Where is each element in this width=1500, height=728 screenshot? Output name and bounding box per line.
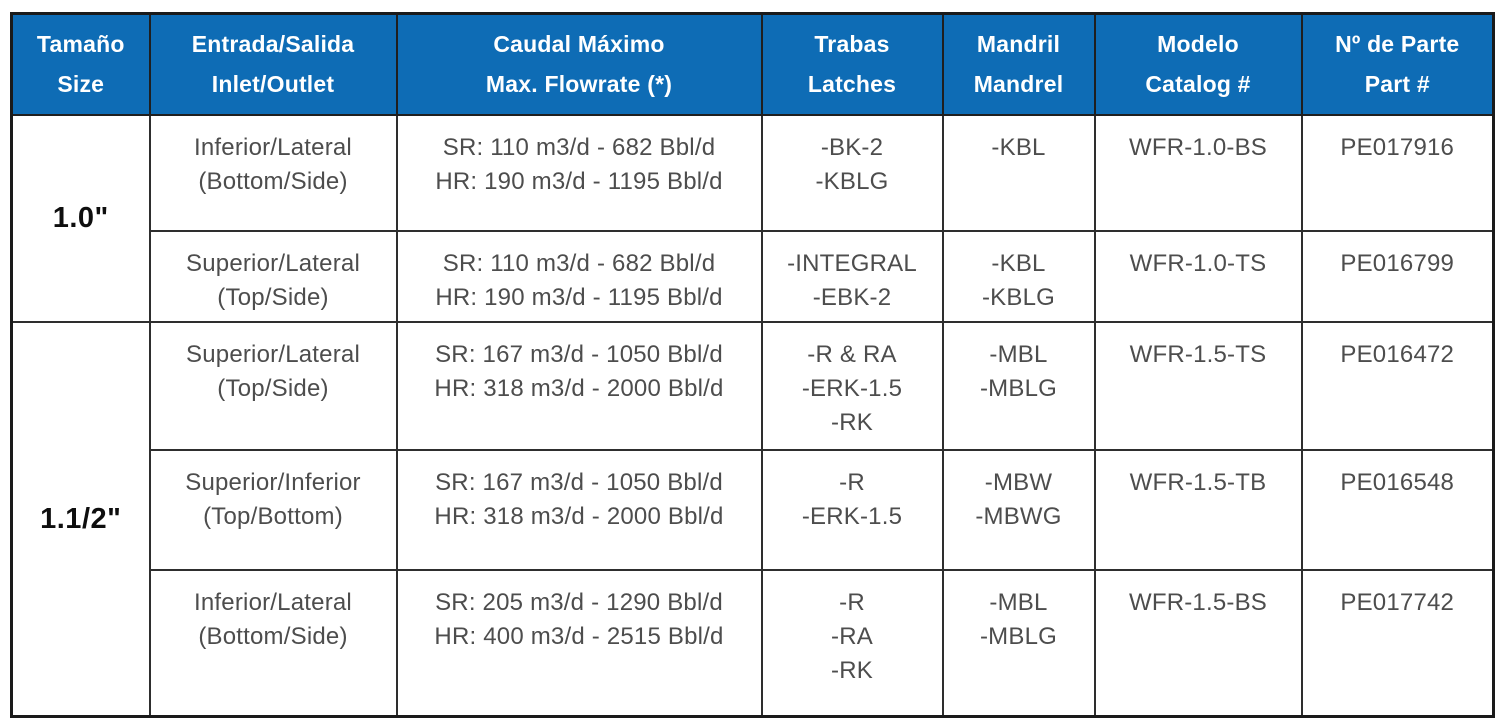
- header-inlet-outlet-en: Inlet/Outlet: [211, 71, 335, 98]
- cell-model: WFR-1.5-TS: [1093, 320, 1303, 451]
- header-latches: Trabas Latches: [760, 12, 944, 116]
- cell-inlet-outlet: Superior/Lateral (Top/Side): [148, 229, 398, 323]
- header-flowrate: Caudal Máximo Max. Flowrate (*): [395, 12, 763, 116]
- cell-inlet-outlet: Inferior/Lateral (Bottom/Side): [148, 113, 398, 232]
- cell-latches: -INTEGRAL -EBK-2: [760, 229, 944, 323]
- spec-table: Tamaño Size Entrada/Salida Inlet/Outlet …: [10, 12, 1495, 718]
- table-body: 1.0" Inferior/Lateral (Bottom/Side) SR: …: [10, 113, 1495, 718]
- header-inlet-outlet: Entrada/Salida Inlet/Outlet: [148, 12, 398, 116]
- cell-part: PE017916: [1300, 113, 1495, 232]
- cell-flowrate: SR: 110 m3/d - 682 Bbl/d HR: 190 m3/d - …: [395, 113, 763, 232]
- cell-part: PE016472: [1300, 320, 1495, 451]
- header-size-en: Size: [57, 71, 105, 98]
- cell-latches: -R -RA -RK: [760, 568, 944, 718]
- header-part: Nº de Parte Part #: [1300, 12, 1495, 116]
- cell-latches: -BK-2 -KBLG: [760, 113, 944, 232]
- cell-mandrel: -MBL -MBLG: [941, 320, 1096, 451]
- header-inlet-outlet-es: Entrada/Salida: [191, 31, 355, 58]
- cell-flowrate: SR: 205 m3/d - 1290 Bbl/d HR: 400 m3/d -…: [395, 568, 763, 718]
- cell-mandrel: -KBL: [941, 113, 1096, 232]
- header-flowrate-es: Caudal Máximo: [493, 31, 665, 58]
- header-model-es: Modelo: [1157, 31, 1239, 58]
- cell-flowrate: SR: 167 m3/d - 1050 Bbl/d HR: 318 m3/d -…: [395, 320, 763, 451]
- header-latches-es: Trabas: [814, 31, 890, 58]
- cell-inlet-outlet: Inferior/Lateral (Bottom/Side): [148, 568, 398, 718]
- cell-part: PE016548: [1300, 448, 1495, 571]
- cell-model: WFR-1.5-BS: [1093, 568, 1303, 718]
- cell-latches: -R & RA -ERK-1.5 -RK: [760, 320, 944, 451]
- cell-inlet-outlet: Superior/Lateral (Top/Side): [148, 320, 398, 451]
- header-model: Modelo Catalog #: [1093, 12, 1303, 116]
- cell-mandrel: -KBL -KBLG: [941, 229, 1096, 323]
- cell-model: WFR-1.0-BS: [1093, 113, 1303, 232]
- cell-part: PE017742: [1300, 568, 1495, 718]
- table-header: Tamaño Size Entrada/Salida Inlet/Outlet …: [10, 12, 1495, 116]
- cell-size-group-1: 1.0": [10, 113, 151, 323]
- cell-inlet-outlet: Superior/Inferior (Top/Bottom): [148, 448, 398, 571]
- cell-part: PE016799: [1300, 229, 1495, 323]
- cell-size-group-2: 1.1/2": [10, 320, 151, 718]
- header-model-en: Catalog #: [1145, 71, 1251, 98]
- cell-mandrel: -MBL -MBLG: [941, 568, 1096, 718]
- header-row: Tamaño Size Entrada/Salida Inlet/Outlet …: [10, 12, 1495, 116]
- header-part-en: Part #: [1364, 71, 1430, 98]
- header-size-es: Tamaño: [36, 31, 125, 58]
- cell-latches: -R -ERK-1.5: [760, 448, 944, 571]
- header-size: Tamaño Size: [10, 12, 151, 116]
- header-part-es: Nº de Parte: [1335, 31, 1460, 58]
- table-row: Inferior/Lateral (Bottom/Side) SR: 205 m…: [12, 568, 1495, 718]
- table-row: 1.1/2" Superior/Lateral (Top/Side) SR: 1…: [10, 320, 1495, 718]
- header-latches-en: Latches: [807, 71, 897, 98]
- cell-model: WFR-1.0-TS: [1093, 229, 1303, 323]
- cell-flowrate: SR: 110 m3/d - 682 Bbl/d HR: 190 m3/d - …: [395, 229, 763, 323]
- header-mandrel: Mandril Mandrel: [941, 12, 1096, 116]
- header-mandrel-es: Mandril: [976, 31, 1061, 58]
- table-row: Superior/Inferior (Top/Bottom) SR: 167 m…: [12, 448, 1495, 571]
- header-flowrate-en: Max. Flowrate (*): [485, 71, 673, 98]
- cell-model: WFR-1.5-TB: [1093, 448, 1303, 571]
- table-row: 1.0" Inferior/Lateral (Bottom/Side) SR: …: [10, 113, 1495, 323]
- cell-flowrate: SR: 167 m3/d - 1050 Bbl/d HR: 318 m3/d -…: [395, 448, 763, 571]
- header-mandrel-en: Mandrel: [973, 71, 1064, 98]
- cell-mandrel: -MBW -MBWG: [941, 448, 1096, 571]
- table-row: Superior/Lateral (Top/Side) SR: 110 m3/d…: [12, 229, 1495, 323]
